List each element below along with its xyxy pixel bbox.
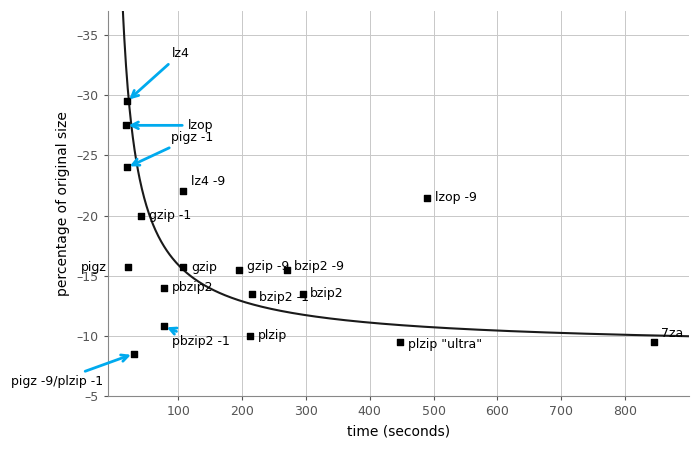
Text: lzop: lzop [132, 119, 214, 132]
Text: 7za: 7za [662, 327, 684, 340]
Point [122, 164, 133, 171]
Point [281, 266, 293, 273]
Text: plzip "ultra": plzip "ultra" [408, 338, 482, 351]
Text: gzip -1: gzip -1 [149, 209, 191, 222]
Point [122, 264, 134, 271]
Text: lz4 -9: lz4 -9 [191, 176, 225, 189]
Point [159, 284, 170, 291]
Text: pigz -1: pigz -1 [132, 131, 213, 165]
Point [233, 266, 244, 273]
Point [648, 338, 659, 346]
Text: gzip: gzip [191, 261, 217, 274]
Point [178, 264, 189, 271]
Text: bzip2: bzip2 [310, 287, 344, 300]
Point [421, 194, 433, 201]
Point [159, 323, 170, 330]
Point [136, 212, 147, 219]
Text: pbzip2 -1: pbzip2 -1 [169, 328, 230, 348]
Point [395, 338, 406, 346]
Point [122, 98, 133, 105]
Point [246, 290, 257, 297]
Text: lz4: lz4 [132, 47, 190, 97]
Text: gzip -9: gzip -9 [246, 260, 289, 273]
Point [178, 188, 189, 195]
Text: bzip2 -1: bzip2 -1 [259, 291, 309, 304]
Point [244, 332, 256, 339]
Text: lzop -9: lzop -9 [435, 191, 477, 204]
Text: bzip2 -9: bzip2 -9 [295, 260, 344, 273]
Text: plzip: plzip [258, 329, 286, 342]
Text: pigz: pigz [81, 261, 106, 274]
Point [297, 290, 308, 297]
Text: pbzip2: pbzip2 [172, 281, 214, 294]
Point [128, 350, 139, 357]
Point [120, 122, 132, 129]
X-axis label: time (seconds): time (seconds) [347, 425, 450, 439]
Text: pigz -9/plzip -1: pigz -9/plzip -1 [10, 355, 128, 388]
Y-axis label: percentage of original size: percentage of original size [56, 111, 70, 296]
